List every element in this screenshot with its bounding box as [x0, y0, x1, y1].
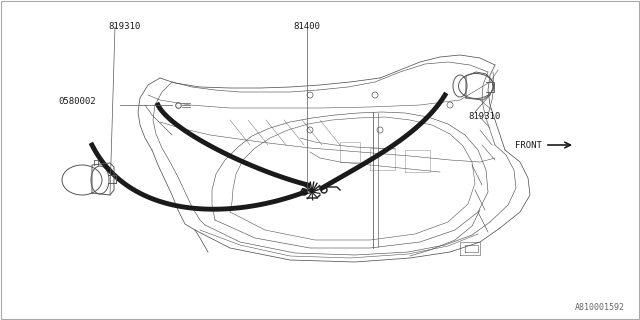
Text: 0580002: 0580002: [58, 98, 95, 107]
Text: 819310: 819310: [108, 22, 140, 31]
Text: A810001592: A810001592: [575, 303, 625, 312]
Text: 819310: 819310: [468, 112, 500, 121]
Text: 81400: 81400: [294, 22, 321, 31]
Text: FRONT: FRONT: [515, 140, 542, 149]
